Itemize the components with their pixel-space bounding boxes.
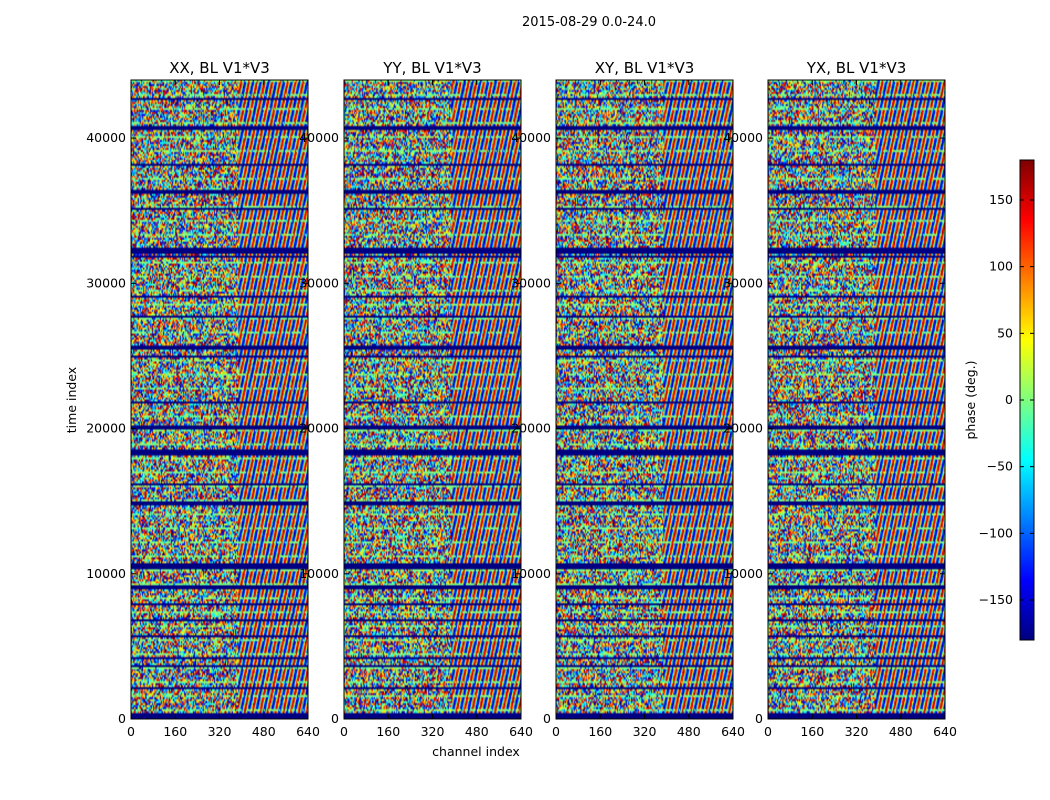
y-tick-label: 40000: [86, 130, 126, 145]
colorbar-tick-label: −150: [979, 592, 1013, 607]
x-tick-label: 640: [296, 724, 320, 739]
heatmap-image: [556, 80, 733, 719]
colorbar-tick-label: 50: [997, 325, 1013, 340]
colorbar-tick-label: 100: [989, 259, 1013, 274]
x-tick-label: 640: [509, 724, 533, 739]
colorbar: −150 −100 −50 0 50 100 150: [979, 159, 1035, 641]
x-tick-label: 320: [845, 724, 869, 739]
x-tick-label: 160: [163, 724, 187, 739]
panel-2: YY, BL V1*V3 0 160 320 480 640 0 10000 20000 3000…: [299, 59, 533, 739]
y-tick-label: 20000: [511, 421, 551, 436]
y-tick-label: 10000: [723, 566, 763, 581]
y-tick-label: 0: [331, 711, 339, 726]
y-tick-label: 30000: [723, 275, 763, 290]
y-tick-label: 20000: [299, 421, 339, 436]
y-tick-label: 0: [755, 711, 763, 726]
y-tick-label: 10000: [86, 566, 126, 581]
y-tick-label: 30000: [511, 275, 551, 290]
y-tick-label: 30000: [299, 275, 339, 290]
y-tick-label: 40000: [723, 130, 763, 145]
y-tick-label: 10000: [299, 566, 339, 581]
y-tick-label: 20000: [86, 421, 126, 436]
y-tick-label: 0: [543, 711, 551, 726]
x-tick-label: 160: [376, 724, 400, 739]
colorbar-tick-label: −50: [987, 459, 1013, 474]
x-tick-label: 480: [252, 724, 276, 739]
x-tick-label: 0: [340, 724, 348, 739]
heatmap-image: [344, 80, 521, 719]
x-tick-label: 0: [552, 724, 560, 739]
y-tick-label: 30000: [86, 275, 126, 290]
panel-title: XX, BL V1*V3: [169, 59, 270, 77]
y-tick-label: 20000: [723, 421, 763, 436]
y-tick-label: 40000: [299, 130, 339, 145]
figure-suptitle: 2015-08-29 0.0-24.0: [522, 15, 656, 30]
y-tick-label: 0: [118, 711, 126, 726]
x-tick-label: 480: [465, 724, 489, 739]
panel-4: YX, BL V1*V3 0 160 320 480 640 0 10000 20000 3000…: [723, 59, 957, 739]
y-tick-label: 40000: [511, 130, 551, 145]
x-tick-label: 160: [588, 724, 612, 739]
x-tick-label: 320: [421, 724, 445, 739]
y-tick-label: 10000: [511, 566, 551, 581]
x-tick-label: 0: [764, 724, 772, 739]
x-axis-label: channel index: [432, 744, 520, 759]
x-tick-label: 320: [208, 724, 232, 739]
colorbar-tick-label: 0: [1005, 392, 1013, 407]
colorbar-tick-label: −100: [979, 525, 1013, 540]
x-tick-label: 480: [677, 724, 701, 739]
x-tick-label: 640: [721, 724, 745, 739]
heatmap-image: [768, 80, 945, 719]
x-tick-label: 320: [633, 724, 657, 739]
panel-3: XY, BL V1*V3 0 160 320 480 640 0 10000 20000 3000…: [511, 59, 745, 739]
x-tick-label: 160: [800, 724, 824, 739]
y-axis-label: time index: [64, 367, 79, 433]
panel-1: XX, BL V1*V3 0 160 320 480 640 0 10000 20000 3000…: [86, 59, 320, 739]
colorbar-label: phase (deg.): [963, 361, 978, 440]
heatmap-image: [131, 80, 308, 719]
panel-title: XY, BL V1*V3: [595, 59, 695, 77]
colorbar-tick-label: 150: [989, 192, 1013, 207]
panel-title: YX, BL V1*V3: [806, 59, 907, 77]
x-tick-label: 0: [127, 724, 135, 739]
x-tick-label: 640: [933, 724, 957, 739]
panel-title: YY, BL V1*V3: [382, 59, 481, 77]
x-tick-label: 480: [889, 724, 913, 739]
